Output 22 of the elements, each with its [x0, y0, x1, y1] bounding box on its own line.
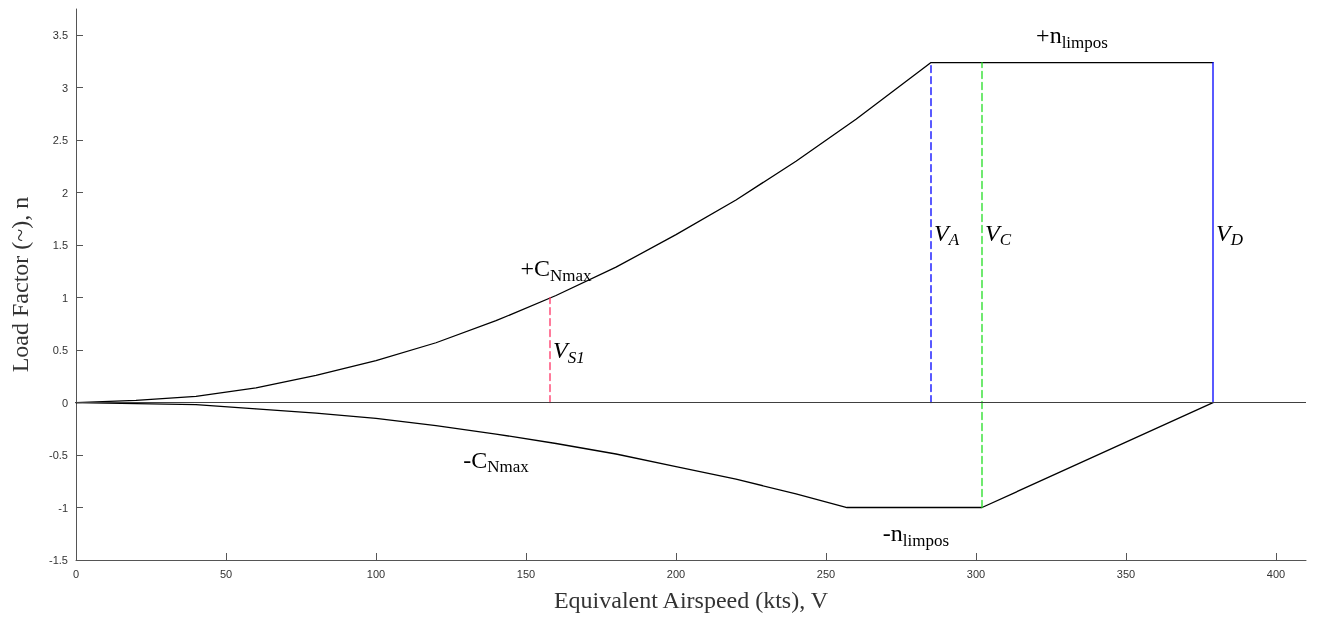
y-tick-label: 2 — [61, 186, 68, 199]
x-axis-title: Equivalent Airspeed (kts), V — [553, 587, 829, 613]
y-tick-label: 0 — [61, 396, 68, 409]
x-tick-label: 250 — [816, 567, 836, 580]
y-tick-label: -1 — [58, 501, 68, 514]
x-tick-label: 0 — [72, 567, 80, 580]
y-tick-label: 0.5 — [52, 344, 68, 357]
y-tick-label: 2.5 — [52, 134, 68, 147]
y-axis-title: Load Factor (~), n — [7, 196, 33, 373]
x-tick-label: 100 — [366, 567, 386, 580]
y-tick-label: 3 — [61, 81, 68, 94]
y-tick-label: 1 — [61, 291, 68, 304]
y-tick-label: -0.5 — [49, 449, 68, 462]
y-tick-label: 3.5 — [52, 29, 68, 42]
y-tick-label: -1.5 — [49, 554, 68, 566]
x-tick-label: 350 — [1116, 567, 1136, 580]
y-tick-label: 1.5 — [52, 239, 68, 252]
x-tick-label: 150 — [516, 567, 536, 580]
x-tick-label: 400 — [1266, 567, 1286, 580]
x-tick-label: 200 — [666, 567, 686, 580]
x-tick-label: 50 — [219, 567, 233, 580]
x-tick-label: 300 — [966, 567, 986, 580]
